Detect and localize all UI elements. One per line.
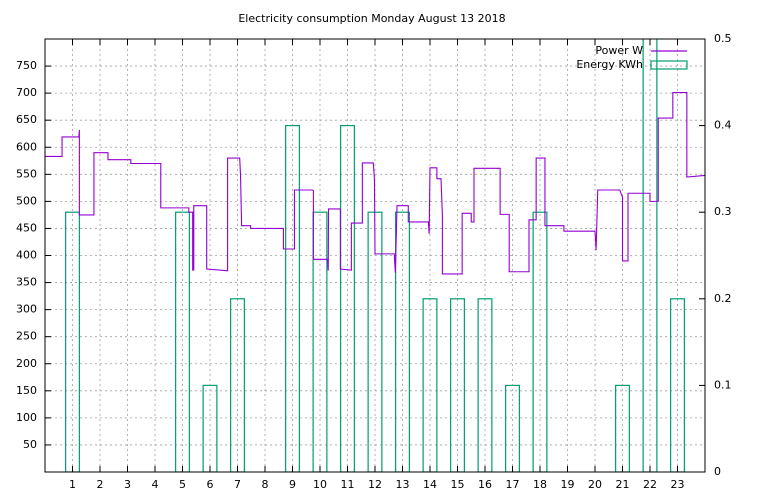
- chart-title: Electricity consumption Monday August 13…: [238, 12, 505, 25]
- x-tick-label: 19: [561, 478, 575, 491]
- y-tick-label: 350: [16, 276, 37, 289]
- power-line: [45, 92, 705, 275]
- y-tick-label: 250: [16, 330, 37, 343]
- energy-bar: [312, 211, 328, 472]
- x-tick-label: 8: [262, 478, 269, 491]
- legend-label: Energy KWh: [576, 58, 643, 71]
- x-tick-label: 2: [97, 478, 104, 491]
- x-tick-label: 13: [396, 478, 410, 491]
- y-tick-label: 100: [16, 411, 37, 424]
- y-tick-label: 300: [16, 303, 37, 316]
- x-tick-label: 10: [313, 478, 327, 491]
- x-tick-label: 9: [289, 478, 296, 491]
- x-tick-label: 12: [368, 478, 382, 491]
- x-tick-label: 11: [341, 478, 355, 491]
- legend-label: Power W: [595, 44, 643, 57]
- x-tick-label: 14: [423, 478, 437, 491]
- x-tick-label: 16: [478, 478, 492, 491]
- y2-tick-label: 0.4: [714, 119, 732, 132]
- x-tick-label: 22: [643, 478, 657, 491]
- y2-tick-label: 0.1: [714, 378, 732, 391]
- y-tick-label: 200: [16, 357, 37, 370]
- x-tick-label: 7: [234, 478, 241, 491]
- x-tick-label: 17: [506, 478, 520, 491]
- y2-tick-label: 0.3: [714, 205, 732, 218]
- y-tick-label: 600: [16, 140, 37, 153]
- energy-bar: [175, 211, 190, 472]
- y2-tick-label: 0: [714, 465, 721, 478]
- y-tick-label: 400: [16, 249, 37, 262]
- x-tick-label: 6: [207, 478, 214, 491]
- energy-bar: [532, 211, 548, 472]
- x-tick-label: 20: [588, 478, 602, 491]
- y-tick-label: 450: [16, 221, 37, 234]
- x-tick-label: 3: [124, 478, 131, 491]
- energy-bar: [395, 211, 410, 472]
- y-tick-label: 650: [16, 113, 37, 126]
- x-tick-label: 23: [671, 478, 685, 491]
- y2-tick-label: 0.2: [714, 292, 732, 305]
- y-tick-label: 150: [16, 384, 37, 397]
- plot-frame: [44, 38, 706, 473]
- y-tick-label: 700: [16, 86, 37, 99]
- legend-swatch: [650, 60, 688, 70]
- x-tick-label: 5: [179, 478, 186, 491]
- x-tick-label: 15: [451, 478, 465, 491]
- y-tick-label: 500: [16, 194, 37, 207]
- y-tick-label: 50: [23, 438, 37, 451]
- x-tick-label: 1: [69, 478, 76, 491]
- y-tick-label: 550: [16, 167, 37, 180]
- y-tick-label: 750: [16, 59, 37, 72]
- x-tick-label: 21: [616, 478, 630, 491]
- y2-tick-label: 0.5: [714, 32, 732, 45]
- energy-bar: [65, 211, 80, 472]
- x-tick-label: 18: [533, 478, 547, 491]
- x-tick-label: 4: [152, 478, 159, 491]
